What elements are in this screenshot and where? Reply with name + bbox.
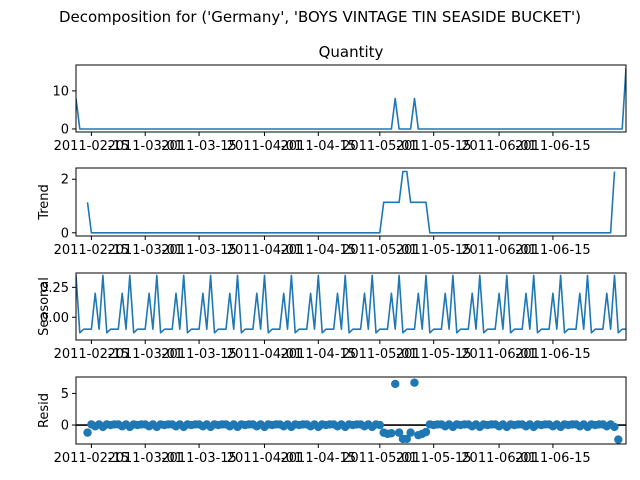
- xtick-label-observed: 2011-04-15: [281, 139, 357, 154]
- resid-point: [391, 379, 400, 389]
- xtick-label-trend: 2011-06-01: [461, 243, 537, 258]
- xtick-label-resid: 2011-04-01: [227, 451, 303, 466]
- panels-group: Quantity0102011-02-152011-03-012011-03-1…: [37, 43, 627, 466]
- xtick-label-resid: 2011-03-15: [161, 451, 237, 466]
- xtick-label-seasonal: 2011-06-15: [515, 347, 591, 362]
- data-seasonal: [76, 274, 626, 334]
- xtick-label-resid: 2011-02-15: [54, 451, 130, 466]
- panel-trend: Trend022011-02-152011-03-012011-03-15201…: [37, 167, 627, 258]
- resid-point: [410, 378, 419, 387]
- xtick-label-seasonal: 2011-06-01: [461, 347, 537, 362]
- xtick-label-trend: 2011-06-15: [515, 243, 591, 258]
- series-line-seasonal: [76, 274, 626, 334]
- xtick-label-seasonal: 2011-04-01: [227, 347, 303, 362]
- ytick-label-seasonal: 0.25: [40, 281, 69, 296]
- xtick-label-observed: 2011-05-15: [396, 139, 472, 154]
- axes-frame-seasonal: [75, 272, 627, 341]
- figure-title: Decomposition for ('Germany', 'BOYS VINT…: [59, 8, 581, 26]
- panel-observed: Quantity 0 10 2011-02-152011-03-012011-03-1…: [52, 43, 627, 154]
- xtick-label-trend: 2011-05-15: [396, 243, 472, 258]
- xtick-label-seasonal: 2011-02-15: [54, 347, 130, 362]
- resid-point: [375, 420, 385, 430]
- xtick-label-resid: 2011-03-01: [107, 451, 183, 466]
- xtick-label-observed: 2011-03-01: [107, 139, 183, 154]
- xtick-label-resid: 2011-05-15: [396, 451, 472, 466]
- resid-point: [83, 428, 92, 437]
- xtick-label-observed: 2011-06-01: [461, 139, 537, 154]
- resid-point: [402, 434, 411, 444]
- xtick-label-seasonal: 2011-05-01: [342, 347, 418, 362]
- xtick-label-trend: 2011-03-15: [161, 243, 237, 258]
- ytick-label-resid: 0: [61, 419, 69, 434]
- xtick-label-observed: 2011-03-15: [161, 139, 237, 154]
- ytick-label-observed: 0: [61, 122, 69, 137]
- xtick-label-observed: 2011-05-01: [342, 139, 418, 154]
- ytick-label-trend: 2: [61, 173, 69, 188]
- data-resid: [76, 378, 626, 444]
- xtick-label-seasonal: 2011-05-15: [396, 347, 472, 362]
- xtick-label-trend: 2011-04-01: [227, 243, 303, 258]
- resid-point: [610, 422, 619, 432]
- ytick-label-trend: 0: [61, 226, 69, 241]
- xtick-label-observed: 2011-02-15: [54, 139, 130, 154]
- xtick-label-observed: 2011-06-15: [515, 139, 591, 154]
- panel-resid: Resid 052011-02-152011-03-012011-03-15201…: [37, 376, 627, 466]
- resid-point: [387, 429, 396, 438]
- axes-frame-observed: [75, 64, 627, 133]
- data-trend: [86, 170, 616, 234]
- xtick-label-resid: 2011-05-01: [342, 451, 418, 466]
- ytick-label-observed: 10: [52, 84, 69, 99]
- xtick-label-seasonal: 2011-03-15: [161, 347, 237, 362]
- xtick-label-resid: 2011-06-15: [515, 451, 591, 466]
- xtick-label-trend: 2011-03-01: [107, 243, 183, 258]
- ytick-label-seasonal: 0.00: [40, 311, 69, 326]
- resid-point: [421, 427, 431, 437]
- xtick-label-trend: 2011-04-15: [281, 243, 357, 258]
- ylabel-seasonal: Seasonal: [37, 277, 52, 336]
- resid-point: [614, 435, 623, 444]
- series-line-observed: [76, 67, 626, 130]
- ylabel-trend: Trend: [37, 184, 52, 221]
- xtick-label-observed: 2011-04-01: [227, 139, 303, 154]
- axes-frame-resid: [75, 376, 627, 445]
- series-line-trend: [86, 170, 616, 234]
- xtick-label-resid: 2011-04-15: [281, 451, 357, 466]
- data-observed: [76, 67, 626, 130]
- xtick-label-resid: 2011-06-01: [461, 451, 537, 466]
- xtick-label-seasonal: 2011-03-01: [107, 347, 183, 362]
- resid-point: [406, 428, 415, 437]
- xtick-label-trend: 2011-02-15: [54, 243, 130, 258]
- xtick-label-trend: 2011-05-01: [342, 243, 418, 258]
- panel-title-observed: Quantity: [319, 43, 384, 61]
- panel-seasonal: Seasonal0.000.252011-02-152011-03-012011…: [37, 272, 627, 362]
- axes-frame-trend: [75, 167, 627, 237]
- resid-point: [394, 428, 404, 437]
- ylabel-resid: Resid: [37, 393, 52, 428]
- xtick-label-seasonal: 2011-04-15: [281, 347, 357, 362]
- ytick-label-resid: 5: [61, 387, 69, 402]
